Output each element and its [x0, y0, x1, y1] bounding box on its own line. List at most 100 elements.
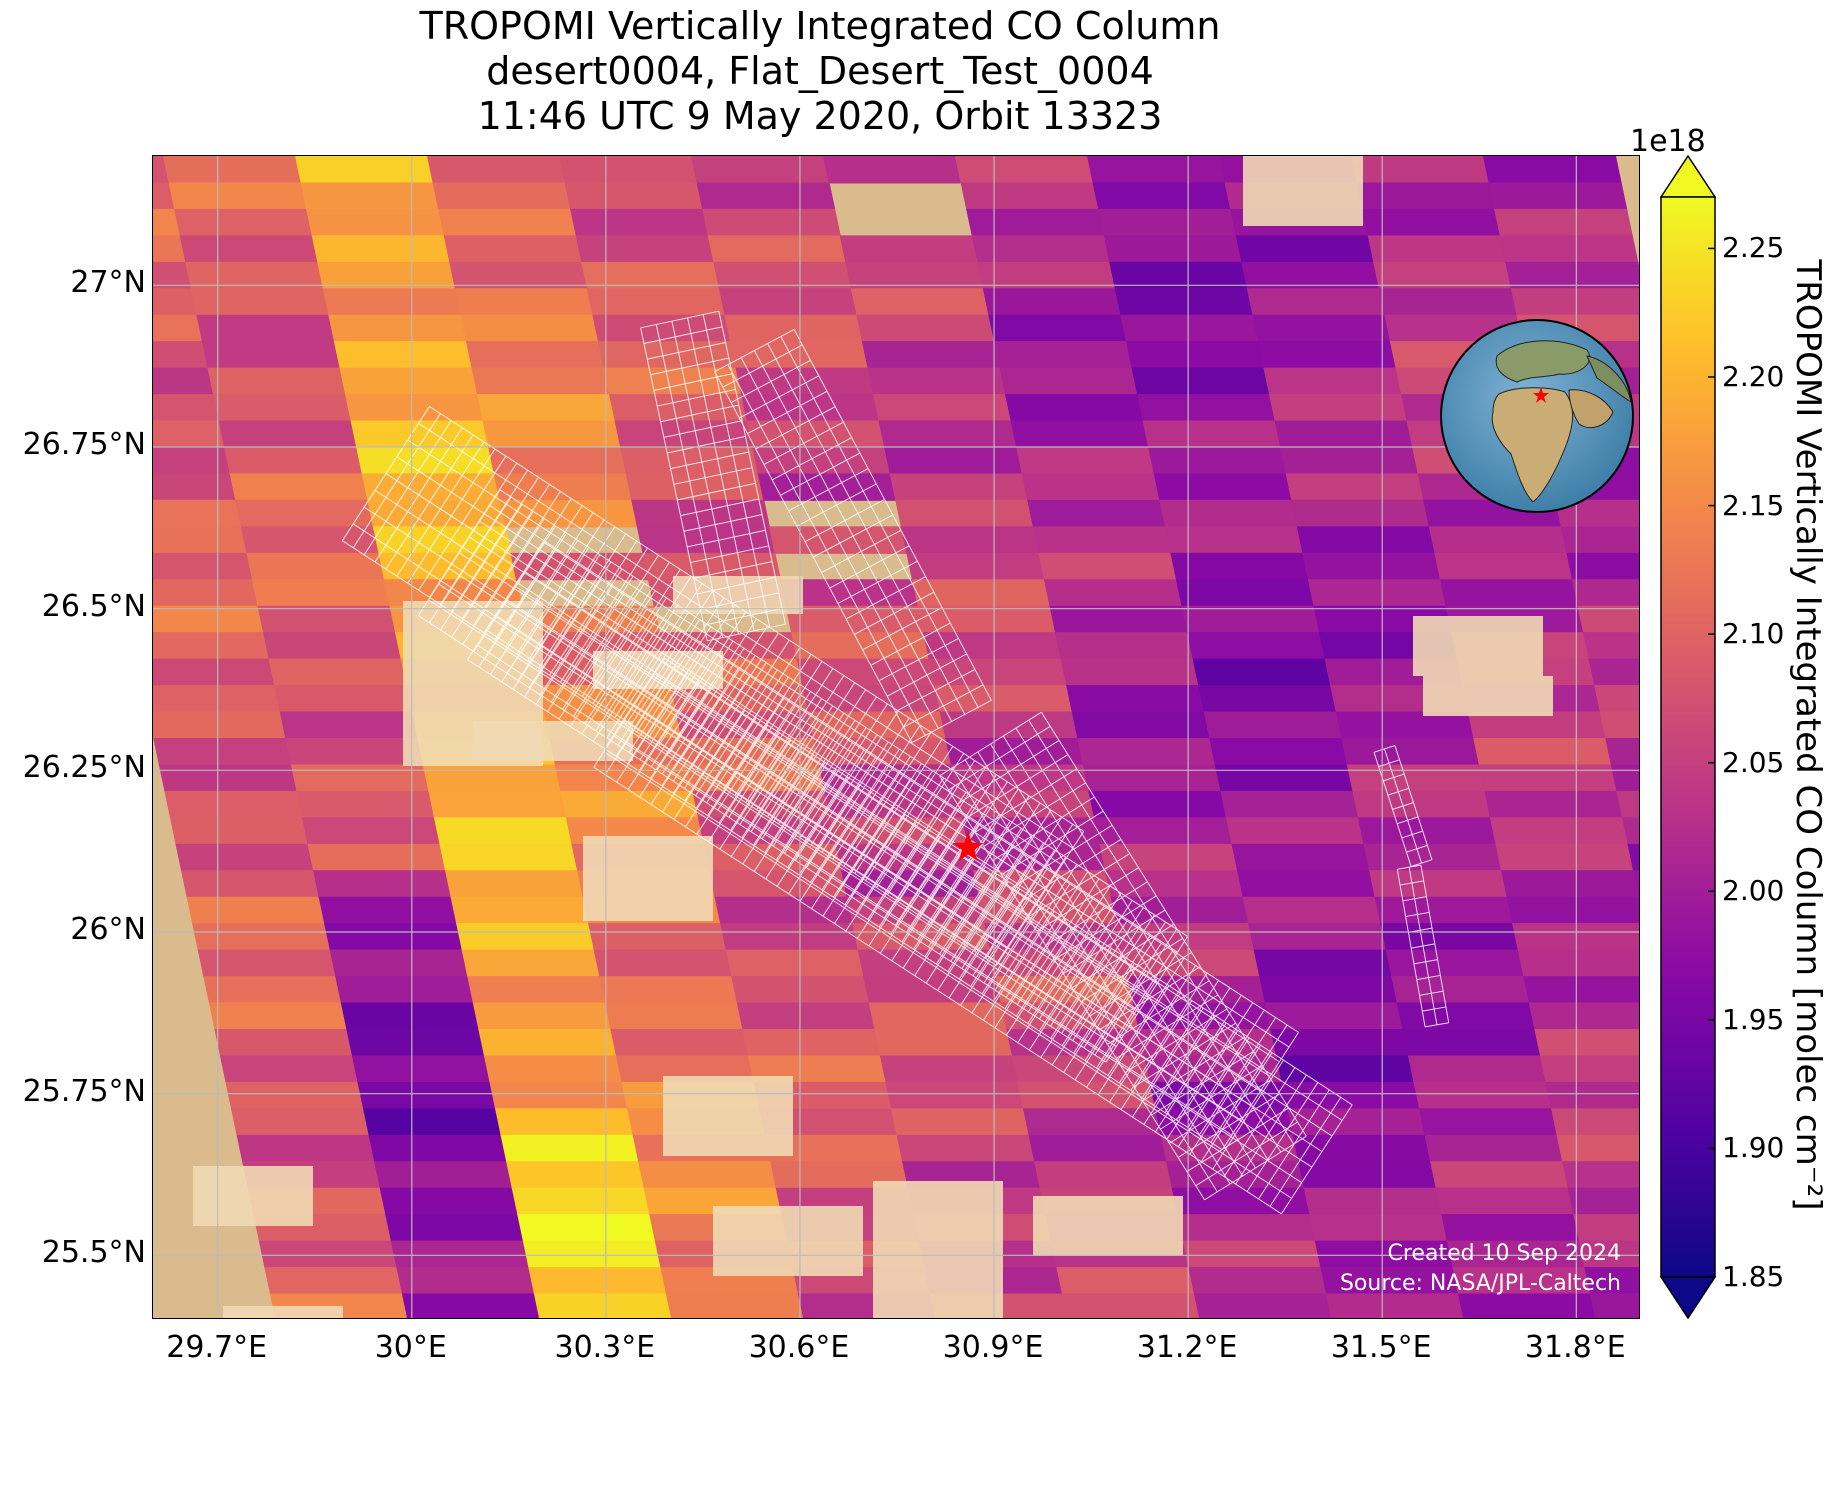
co-pixel: [1082, 764, 1222, 792]
globe-site-star-icon: [1533, 387, 1549, 403]
co-pixel: [324, 923, 463, 951]
co-pixel: [1589, 1293, 1639, 1318]
co-pixel: [153, 711, 287, 739]
co-pixel: [214, 1029, 354, 1057]
co-pixel: [511, 1187, 651, 1216]
co-pixel: [1103, 235, 1243, 263]
co-pixel: [1302, 552, 1442, 581]
co-pixel: [279, 711, 419, 739]
co-column-map: [153, 156, 1639, 1318]
co-pixel: [718, 288, 858, 316]
co-pixel: [522, 1240, 662, 1269]
co-pixel: [1099, 843, 1239, 872]
co-pixel: [872, 394, 1012, 422]
co-pixel: [153, 552, 254, 581]
co-pixel: [344, 394, 484, 422]
co-pixel: [1066, 685, 1205, 713]
co-pixel: [1225, 817, 1365, 845]
lat-tick-label: 25.75°N: [22, 1073, 146, 1109]
lat-tick-label: 26.75°N: [22, 427, 146, 462]
co-pixel: [1452, 1267, 1592, 1295]
co-pixel: [1275, 1055, 1415, 1083]
co-pixel: [1582, 632, 1639, 660]
co-pixel: [845, 261, 984, 290]
co-pixel: [374, 1161, 513, 1189]
co-pixel: [169, 817, 309, 845]
co-pixel: [1368, 870, 1508, 898]
co-pixel: [262, 632, 402, 660]
co-pixel: [444, 870, 584, 898]
co-pixel: [175, 843, 315, 872]
co-pixel: [1484, 790, 1624, 819]
co-pixel: [956, 790, 1096, 819]
co-pixel: [1193, 1293, 1333, 1318]
co-pixel: [1164, 526, 1304, 554]
co-pixel: [1523, 976, 1639, 1004]
co-pixel: [340, 1002, 480, 1030]
co-pixel: [427, 156, 566, 184]
co-pixel: [153, 685, 281, 713]
co-pixel: [1034, 1161, 1173, 1189]
co-pixel: [1584, 1267, 1639, 1295]
co-pixel: [264, 1267, 404, 1295]
co-pixel: [461, 949, 601, 978]
co-pixel: [153, 314, 204, 343]
sounding-strip: [939, 711, 1307, 1201]
co-pixel: [153, 579, 259, 607]
co-pixel: [1010, 420, 1150, 448]
co-pixel: [714, 896, 854, 925]
co-pixel: [153, 208, 181, 237]
co-pixel: [1252, 314, 1392, 343]
lon-tick-label: 30.9°E: [942, 1330, 1044, 1365]
colorbar-tick-label: 2.10: [1722, 617, 1785, 651]
co-pixel: [251, 579, 391, 607]
co-pixel: [201, 341, 341, 369]
co-pixel: [971, 235, 1111, 263]
co-pixel: [1550, 1108, 1639, 1136]
co-pixel: [1517, 949, 1639, 978]
co-pixel: [1071, 711, 1211, 739]
co-pixel: [295, 156, 434, 184]
co-pixel: [586, 288, 726, 316]
co-pixel: [1110, 896, 1250, 925]
co-pixel: [328, 314, 468, 343]
sounding-strip: [593, 657, 1353, 1215]
co-pixel: [450, 896, 590, 925]
co-pixel: [163, 156, 302, 184]
co-pixel: [896, 1134, 1036, 1163]
co-pixel: [1571, 579, 1639, 607]
co-pixel: [934, 685, 1073, 713]
co-pixel: [1478, 764, 1618, 792]
co-pixel: [1142, 420, 1282, 448]
co-pixel: [153, 182, 176, 210]
co-pixel: [1292, 1134, 1432, 1163]
co-pixel: [1505, 261, 1639, 290]
co-pixel: [1367, 235, 1507, 263]
co-pixel: [1385, 949, 1525, 978]
co-pixel: [874, 1029, 1014, 1057]
co-pixel: [1109, 261, 1248, 290]
co-pixel: [977, 261, 1116, 290]
co-pixel: [1032, 526, 1172, 554]
co-pixel: [257, 605, 397, 634]
co-pixel: [1539, 1055, 1639, 1083]
co-pixel: [878, 420, 1018, 448]
co-pixel: [955, 156, 1094, 184]
co-pixel: [570, 208, 709, 237]
co-pixel: [1209, 738, 1348, 766]
co-pixel: [1307, 579, 1447, 607]
co-pixel: [560, 790, 700, 819]
co-pixel: [950, 764, 1090, 792]
co-pixel: [493, 473, 633, 501]
map-panel[interactable]: Created 10 Sep 2024 Source: NASA/JPL-Cal…: [152, 155, 1640, 1319]
continent-europe-icon: [1495, 340, 1590, 383]
co-pixel: [1182, 1240, 1322, 1269]
co-pixel: [1181, 605, 1321, 634]
co-pixel: [890, 1108, 1030, 1136]
colorbar-gradient: [1660, 196, 1716, 1278]
co-pixel: [713, 261, 852, 290]
co-pixel: [153, 420, 226, 448]
co-pixel: [1309, 1214, 1448, 1242]
co-pixel: [592, 314, 732, 343]
co-pixel: [1638, 896, 1639, 899]
